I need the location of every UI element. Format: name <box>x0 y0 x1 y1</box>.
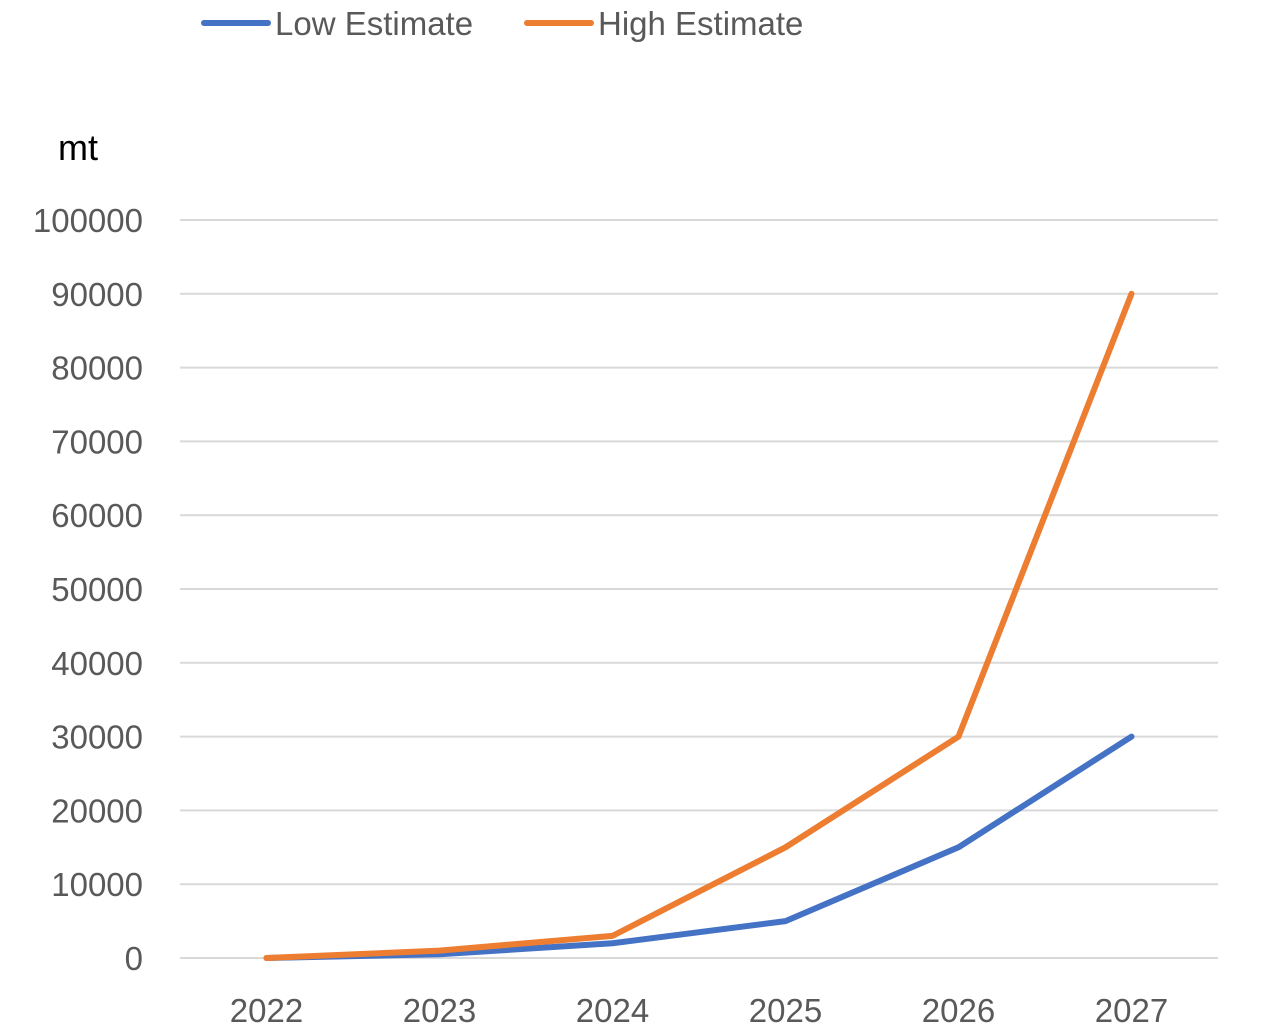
y-axis-unit-label: mt <box>58 127 98 168</box>
legend: Low Estimate High Estimate <box>201 5 803 42</box>
legend-label-high-estimate: High Estimate <box>598 5 803 42</box>
y-tick-label: 0 <box>125 940 143 977</box>
series-lines <box>263 290 1135 961</box>
series-line-low-estimate <box>263 733 1135 961</box>
x-tick-label: 2026 <box>922 992 995 1024</box>
x-tick-label: 2024 <box>576 992 649 1024</box>
series-line-high-estimate <box>263 290 1135 961</box>
gridlines <box>180 219 1218 959</box>
x-tick-label: 2025 <box>749 992 822 1024</box>
y-tick-label: 10000 <box>51 866 143 903</box>
legend-item-high-estimate: High Estimate <box>524 5 803 42</box>
y-axis-ticks: 0 10000 20000 30000 40000 50000 60000 70000 8000… <box>33 202 143 977</box>
y-tick-label: 100000 <box>33 202 143 239</box>
x-tick-label: 2023 <box>403 992 476 1024</box>
legend-label-low-estimate: Low Estimate <box>275 5 473 42</box>
y-tick-label: 70000 <box>51 423 143 460</box>
y-tick-label: 20000 <box>51 792 143 829</box>
x-tick-label: 2022 <box>230 992 303 1024</box>
x-axis-ticks: 2022 2023 2024 2025 2026 2027 <box>230 992 1168 1024</box>
y-tick-label: 40000 <box>51 645 143 682</box>
y-tick-label: 80000 <box>51 350 143 387</box>
y-tick-label: 90000 <box>51 276 143 313</box>
y-tick-label: 60000 <box>51 497 143 534</box>
y-tick-label: 30000 <box>51 719 143 756</box>
x-tick-label: 2027 <box>1095 992 1168 1024</box>
legend-item-low-estimate: Low Estimate <box>201 5 473 42</box>
y-tick-label: 50000 <box>51 571 143 608</box>
